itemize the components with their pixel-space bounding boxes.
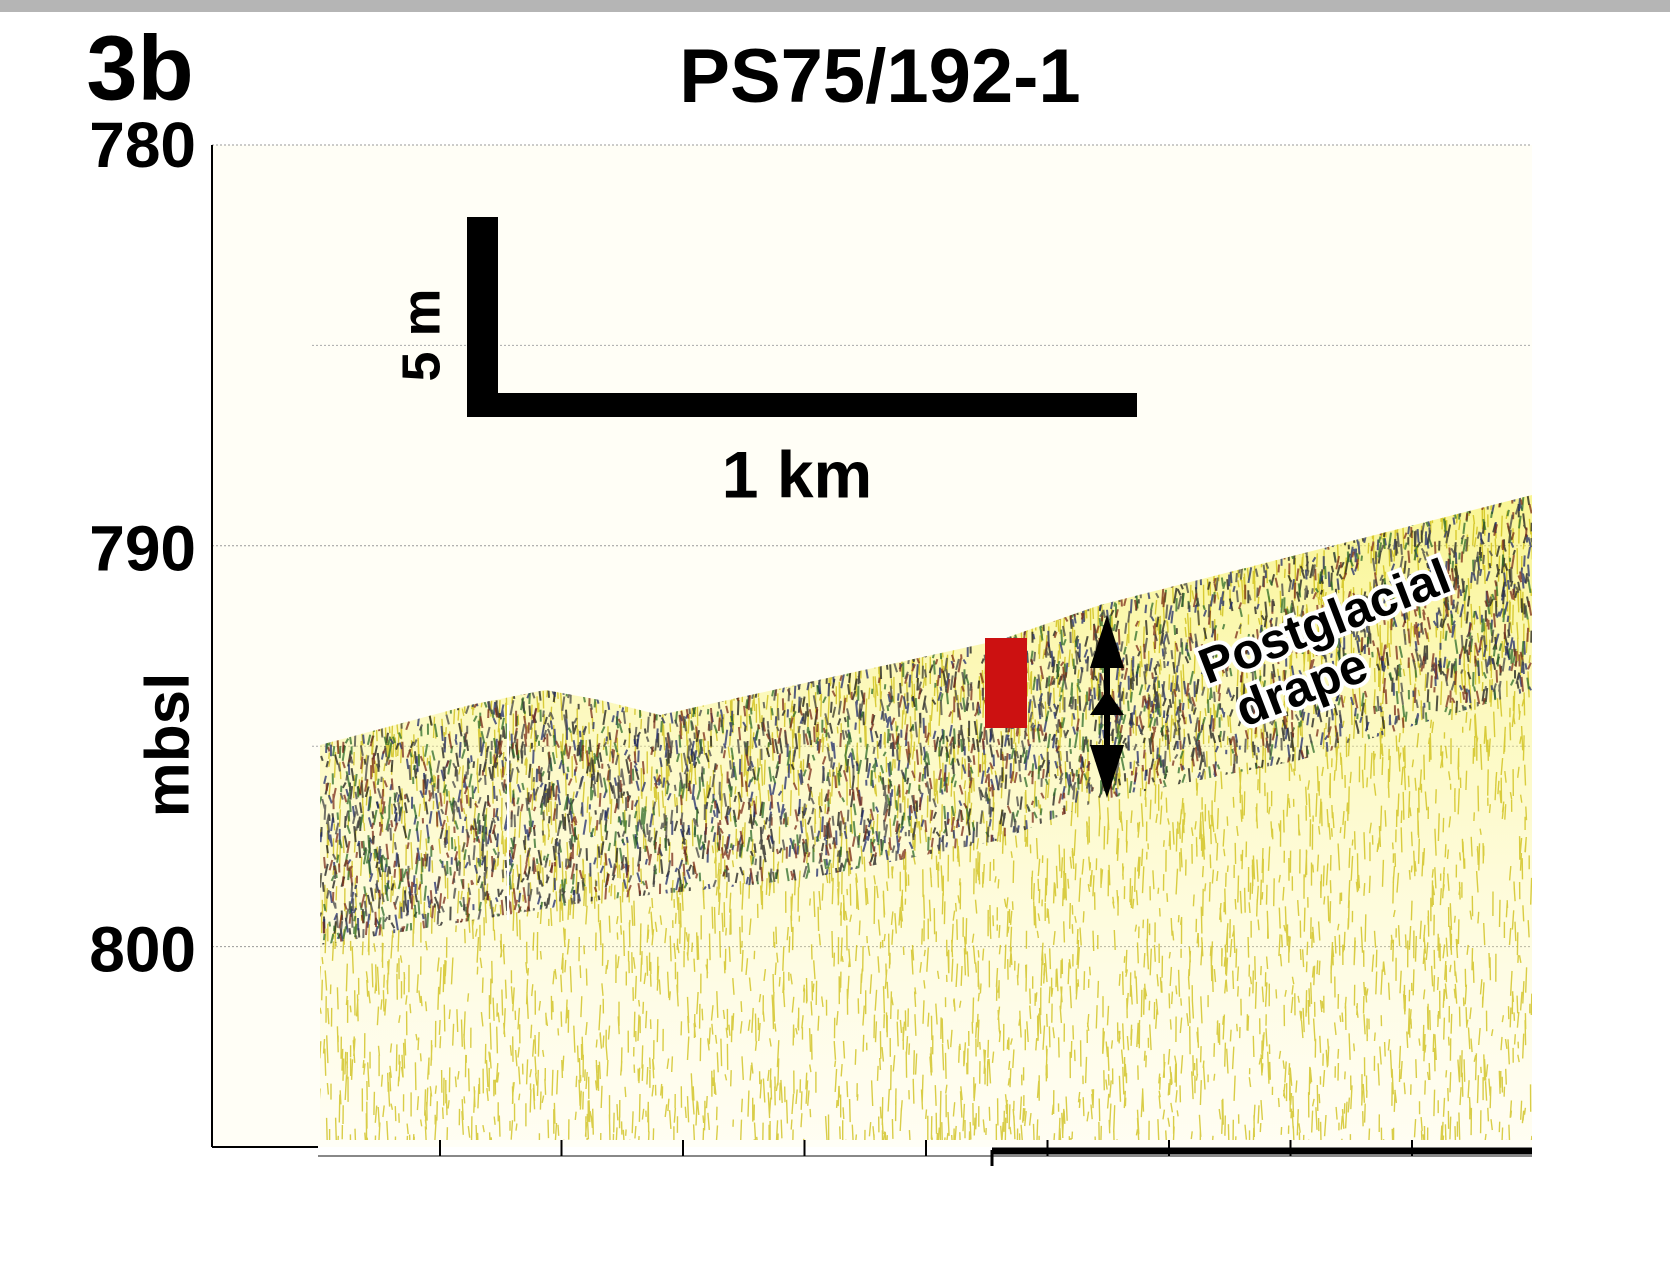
y-tick-label: 790 [89, 513, 196, 585]
scale-bar [467, 217, 1137, 417]
y-axis-label: mbsl [133, 673, 202, 818]
y-ticks: 780 790 800 [89, 109, 196, 986]
core-marker [985, 638, 1027, 728]
chart-title: PS75/192-1 [679, 34, 1080, 119]
y-tick-label: 780 [89, 109, 196, 181]
panel-label: 3b [86, 17, 193, 119]
bottom-axis [318, 1140, 1532, 1166]
vertical-scale-label: 5 m [391, 288, 451, 381]
thickness-arrow [1090, 615, 1124, 798]
top-strip [0, 0, 1670, 12]
y-tick-label: 800 [89, 914, 196, 986]
horizontal-scale-label: 1 km [722, 437, 872, 511]
